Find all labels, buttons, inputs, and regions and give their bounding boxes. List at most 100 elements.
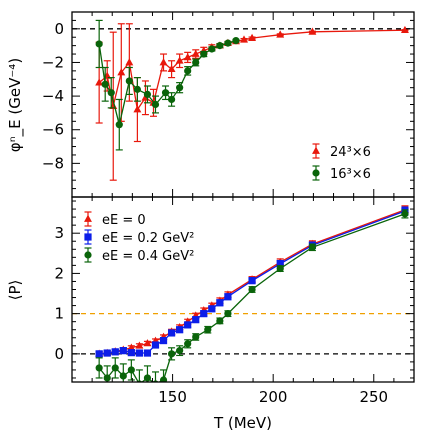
data-point — [176, 347, 184, 355]
data-point — [127, 366, 135, 374]
data-point — [143, 339, 152, 347]
data-point — [232, 36, 240, 45]
data-point — [308, 243, 317, 251]
data-point — [224, 293, 232, 301]
data-point — [159, 376, 168, 382]
data-point — [191, 49, 200, 57]
legend-marker — [84, 251, 92, 259]
plot-area — [95, 19, 409, 181]
data-point — [167, 64, 176, 73]
data-point — [151, 100, 160, 109]
data-point — [119, 347, 127, 355]
data-point — [151, 341, 160, 349]
data-point — [276, 260, 284, 268]
data-point — [175, 56, 184, 64]
x-axis-title: T (MeV) — [213, 414, 272, 432]
data-point — [240, 35, 248, 43]
x-tick-label: 200 — [259, 388, 288, 406]
y-tick-label: 1 — [54, 305, 64, 323]
data-point — [224, 310, 232, 318]
x-tick-label: 150 — [158, 388, 187, 406]
legend-marker — [312, 146, 320, 154]
data-point — [167, 329, 176, 337]
data-point — [143, 90, 152, 99]
y-tick-label: −6 — [42, 121, 64, 139]
data-point — [159, 336, 168, 345]
x-tick-label: 250 — [359, 388, 388, 406]
data-point — [167, 350, 176, 358]
data-point — [208, 305, 216, 313]
y-tick-label: −2 — [42, 53, 64, 71]
data-point — [95, 78, 104, 86]
data-point — [184, 321, 192, 329]
plot-area — [95, 205, 409, 382]
data-point — [107, 89, 115, 97]
data-point — [135, 341, 144, 349]
data-point — [276, 264, 284, 273]
data-point — [95, 40, 103, 48]
legend: eE = 0 eE = 0.2 GeV² eE = 0.4 GeV² — [84, 211, 194, 264]
data-point — [224, 39, 232, 47]
legend-label: 24³×6 — [330, 145, 371, 160]
data-point — [192, 316, 200, 324]
data-point — [184, 340, 192, 348]
data-point — [208, 45, 216, 53]
data-point — [119, 372, 127, 380]
data-point — [135, 349, 143, 357]
data-point — [95, 364, 103, 372]
series-2 — [95, 209, 409, 382]
data-point — [127, 349, 135, 357]
y-axis-title: φⁿ_E (GeV⁻⁴) — [6, 58, 25, 152]
legend: 24³×6 16³×6 — [312, 143, 371, 182]
data-point — [183, 53, 192, 61]
data-point — [216, 317, 224, 325]
data-point — [276, 30, 285, 38]
data-point — [117, 68, 126, 76]
data-point — [111, 364, 119, 372]
legend-label: 16³×6 — [330, 167, 371, 182]
data-point — [200, 50, 208, 58]
data-point — [125, 77, 133, 85]
data-point — [200, 310, 208, 318]
data-point — [101, 80, 109, 88]
legend-label: eE = 0 — [102, 213, 146, 228]
legend-marker — [84, 233, 92, 241]
legend-marker — [84, 214, 92, 222]
y-tick-label: −8 — [42, 154, 64, 172]
data-point — [248, 33, 257, 41]
panel-top: 0 −2 −4 −6 −8 φⁿ_E (GeV⁻⁴) 24³×6 16³×6 — [6, 11, 415, 198]
data-point — [143, 349, 152, 357]
y-tick-label: 0 — [54, 345, 64, 363]
legend-label: eE = 0.2 GeV² — [102, 231, 194, 246]
data-point — [125, 58, 134, 66]
data-point — [176, 84, 184, 92]
data-point — [184, 67, 192, 75]
panel-bottom: 150 200 250 0 1 2 3 ⟨P⟩ T (MeV) eE = 0 eE = 0.2 Ge… — [6, 196, 415, 432]
data-point — [176, 326, 184, 334]
data-point — [308, 27, 317, 35]
data-point — [115, 121, 123, 129]
data-point — [192, 333, 200, 341]
data-point — [127, 343, 136, 351]
data-point — [167, 95, 176, 104]
data-point — [133, 105, 142, 113]
data-point — [111, 348, 119, 356]
legend-label: eE = 0.4 GeV² — [102, 249, 194, 264]
data-point — [204, 326, 212, 334]
data-point — [248, 277, 256, 285]
data-point — [103, 349, 111, 357]
data-point — [192, 58, 200, 67]
data-point — [159, 58, 168, 66]
data-point — [95, 350, 103, 358]
data-point — [161, 89, 170, 97]
data-point — [133, 85, 141, 93]
data-point — [401, 210, 409, 218]
series-1 — [95, 19, 240, 151]
data-point — [248, 285, 256, 294]
data-point — [216, 299, 224, 307]
y-tick-label: 2 — [54, 264, 64, 282]
data-point — [400, 25, 409, 34]
y-tick-label: 3 — [54, 224, 64, 242]
y-tick-label: −4 — [42, 87, 64, 105]
